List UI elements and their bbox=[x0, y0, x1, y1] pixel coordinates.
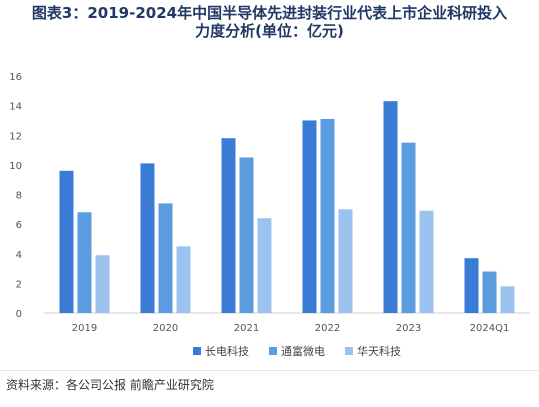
y-tick-label: 12 bbox=[9, 131, 22, 142]
x-tick-label: 2022 bbox=[315, 323, 340, 334]
legend-label-2: 通富微电 bbox=[281, 344, 325, 358]
bar-2021-series-1 bbox=[221, 138, 236, 313]
bar-2023-series-1 bbox=[383, 101, 398, 314]
bar-2024Q1-series-3 bbox=[500, 286, 515, 313]
chart-title: 图表3：2019-2024年中国半导体先进封装行业代表上市企业科研投入 力度分析… bbox=[0, 4, 539, 40]
y-tick-label: 8 bbox=[16, 191, 22, 202]
legend-swatch-3 bbox=[345, 347, 353, 355]
bar-2022-series-1 bbox=[302, 120, 317, 313]
legend-label-3: 华天科技 bbox=[357, 344, 401, 358]
y-tick-label: 4 bbox=[16, 250, 22, 261]
bar-2020-series-3 bbox=[176, 246, 191, 313]
legend-swatch-2 bbox=[269, 347, 277, 355]
bar-2019-series-1 bbox=[59, 170, 74, 313]
y-tick-label: 6 bbox=[16, 220, 22, 231]
chart-title-line1: 图表3：2019-2024年中国半导体先进封装行业代表上市企业科研投入 bbox=[31, 4, 508, 22]
bar-2019-series-2 bbox=[77, 212, 92, 313]
bar-2022-series-3 bbox=[338, 209, 353, 313]
bar-2021-series-2 bbox=[239, 157, 254, 313]
bar-2024Q1-series-1 bbox=[464, 258, 479, 313]
bar-chart: 0 2 4 6 8 10 12 14 16 2019 2020 2021 2022 2023 2024Q1 长… bbox=[9, 72, 530, 358]
source-note: 资料来源：各公司公报 前瞻产业研究院 bbox=[6, 378, 214, 392]
x-tick-label: 2024Q1 bbox=[470, 323, 510, 334]
bar-2023-series-3 bbox=[419, 210, 434, 313]
bar-2021-series-3 bbox=[257, 218, 272, 313]
bar-2023-series-2 bbox=[401, 142, 416, 313]
x-tick-label: 2023 bbox=[396, 323, 421, 334]
y-tick-label: 10 bbox=[9, 161, 22, 172]
bar-2022-series-2 bbox=[320, 118, 335, 313]
bar-2019-series-3 bbox=[95, 255, 110, 313]
bar-2024Q1-series-2 bbox=[482, 271, 497, 313]
y-tick-label: 16 bbox=[9, 72, 22, 83]
chart-title-line2: 力度分析(单位：亿元) bbox=[195, 22, 344, 40]
legend-swatch-1 bbox=[193, 347, 201, 355]
x-tick-label: 2020 bbox=[153, 323, 178, 334]
footer-divider bbox=[0, 370, 539, 371]
legend-label-1: 长电科技 bbox=[205, 344, 249, 358]
y-tick-label: 14 bbox=[9, 102, 22, 113]
bar-2020-series-2 bbox=[158, 203, 173, 313]
bar-2020-series-1 bbox=[140, 163, 155, 313]
x-tick-label: 2021 bbox=[234, 323, 259, 334]
y-tick-label: 2 bbox=[16, 279, 22, 290]
y-tick-label: 0 bbox=[16, 309, 22, 320]
x-tick-label: 2019 bbox=[72, 323, 97, 334]
